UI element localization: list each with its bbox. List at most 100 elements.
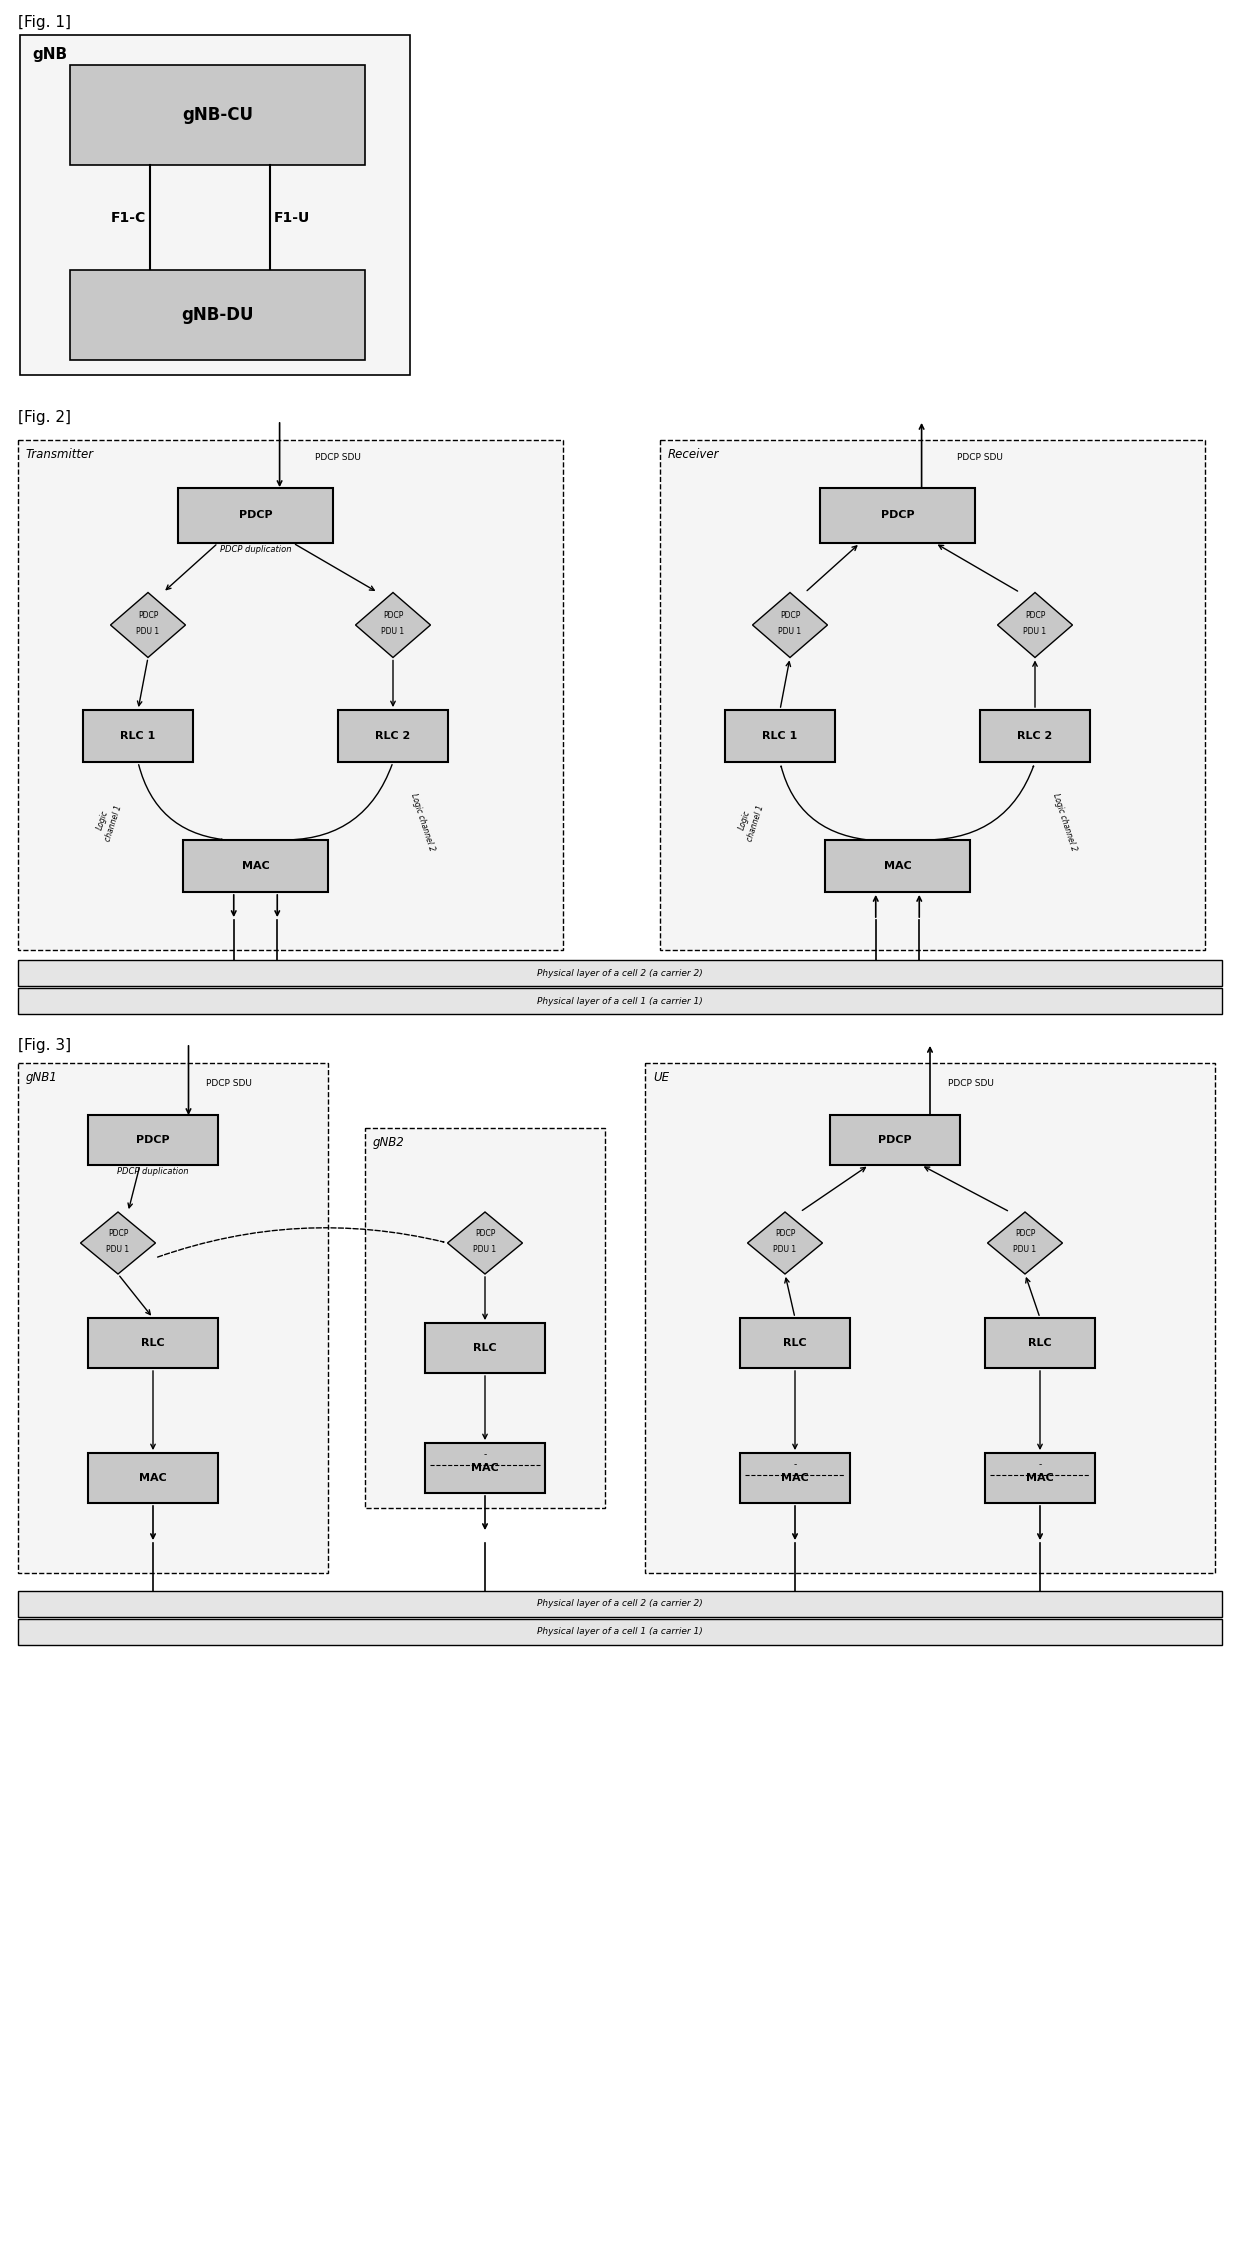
Bar (19, 1063, 329, 1573)
Text: RLC: RLC (474, 1343, 497, 1354)
FancyArrowPatch shape (929, 766, 1034, 840)
Text: gNB2: gNB2 (373, 1136, 404, 1149)
Text: -: - (484, 1451, 486, 1460)
Text: MAC: MAC (1027, 1473, 1054, 1482)
Text: PDCP: PDCP (138, 611, 159, 620)
Text: PDCP: PDCP (383, 611, 403, 620)
Polygon shape (997, 593, 1073, 658)
Polygon shape (110, 593, 186, 658)
Text: Logic
channel 1: Logic channel 1 (735, 802, 765, 843)
Bar (985, 1453, 1095, 1503)
Text: [Fig. 2]: [Fig. 2] (19, 410, 71, 426)
Text: Logic channel 2: Logic channel 2 (1052, 793, 1079, 852)
Bar (20, 36, 410, 374)
Text: PDCP SDU: PDCP SDU (207, 1079, 253, 1088)
Text: Logic channel 2: Logic channel 2 (409, 793, 436, 852)
Bar (740, 1318, 849, 1368)
Bar (425, 1323, 546, 1372)
Bar (19, 439, 563, 951)
Text: PDU 1: PDU 1 (382, 629, 404, 638)
Text: Physical layer of a cell 2 (a carrier 2): Physical layer of a cell 2 (a carrier 2) (537, 1600, 703, 1609)
Text: -: - (794, 1460, 796, 1469)
Text: [Fig. 1]: [Fig. 1] (19, 16, 71, 29)
Text: MAC: MAC (139, 1473, 167, 1482)
FancyArrowPatch shape (139, 764, 222, 840)
Text: PDCP SDU: PDCP SDU (315, 453, 361, 462)
Bar (645, 1063, 1215, 1573)
Text: gNB1: gNB1 (26, 1070, 58, 1084)
Polygon shape (753, 593, 827, 658)
FancyArrowPatch shape (781, 766, 866, 840)
Bar (184, 840, 329, 892)
Text: MAC: MAC (471, 1462, 498, 1473)
Text: RLC 1: RLC 1 (763, 730, 797, 741)
Text: F1-C: F1-C (110, 210, 145, 225)
Bar (19, 989, 1221, 1014)
Text: PDU 1: PDU 1 (107, 1246, 129, 1255)
Text: PDU 1: PDU 1 (474, 1246, 496, 1255)
Text: PDCP: PDCP (1014, 1230, 1035, 1239)
Text: RLC: RLC (784, 1338, 807, 1347)
Bar (820, 489, 975, 543)
Bar (985, 1318, 1095, 1368)
Bar (19, 1591, 1221, 1618)
Text: PDCP: PDCP (108, 1230, 128, 1239)
Text: gNB: gNB (32, 47, 67, 63)
Text: PDCP SDU: PDCP SDU (956, 453, 1002, 462)
Bar (830, 1115, 960, 1165)
Bar (339, 710, 448, 762)
Text: Transmitter: Transmitter (26, 448, 94, 462)
Bar (88, 1453, 218, 1503)
Bar (660, 439, 1205, 951)
Text: RLC: RLC (141, 1338, 165, 1347)
Text: PDCP: PDCP (475, 1230, 495, 1239)
FancyArrowPatch shape (157, 1228, 444, 1257)
Text: Physical layer of a cell 2 (a carrier 2): Physical layer of a cell 2 (a carrier 2) (537, 969, 703, 978)
Text: PDCP: PDCP (878, 1136, 911, 1145)
Polygon shape (356, 593, 430, 658)
Text: PDU 1: PDU 1 (774, 1246, 796, 1255)
Bar (69, 270, 365, 360)
Text: PDCP: PDCP (880, 511, 914, 520)
Bar (725, 710, 835, 762)
Polygon shape (81, 1212, 155, 1273)
Text: PDU 1: PDU 1 (1023, 629, 1047, 638)
Text: gNB-DU: gNB-DU (181, 306, 254, 324)
Text: Receiver: Receiver (668, 448, 719, 462)
Text: PDU 1: PDU 1 (1013, 1246, 1037, 1255)
Text: Physical layer of a cell 1 (a carrier 1): Physical layer of a cell 1 (a carrier 1) (537, 996, 703, 1005)
Text: UE: UE (653, 1070, 670, 1084)
Text: PDCP duplication: PDCP duplication (219, 545, 291, 554)
Text: PDCP duplication: PDCP duplication (118, 1167, 188, 1176)
Text: PDCP: PDCP (775, 1230, 795, 1239)
Text: RLC 2: RLC 2 (376, 730, 410, 741)
Text: PDCP: PDCP (1024, 611, 1045, 620)
Text: PDU 1: PDU 1 (779, 629, 801, 638)
Polygon shape (748, 1212, 822, 1273)
Text: Logic
channel 1: Logic channel 1 (93, 802, 123, 843)
Text: -: - (1038, 1460, 1042, 1469)
Text: [Fig. 3]: [Fig. 3] (19, 1039, 71, 1052)
Bar (740, 1453, 849, 1503)
Text: RLC: RLC (1028, 1338, 1052, 1347)
Text: MAC: MAC (242, 861, 269, 872)
Bar (980, 710, 1090, 762)
Text: Physical layer of a cell 1 (a carrier 1): Physical layer of a cell 1 (a carrier 1) (537, 1627, 703, 1636)
Bar (83, 710, 193, 762)
Bar (19, 1620, 1221, 1645)
Text: gNB-CU: gNB-CU (182, 106, 253, 124)
Text: PDCP SDU: PDCP SDU (949, 1079, 994, 1088)
Bar (425, 1442, 546, 1494)
Polygon shape (987, 1212, 1063, 1273)
Text: RLC 2: RLC 2 (1017, 730, 1053, 741)
Text: F1-U: F1-U (274, 210, 310, 225)
Text: PDCP: PDCP (136, 1136, 170, 1145)
Bar (19, 960, 1221, 987)
Text: PDU 1: PDU 1 (136, 629, 160, 638)
Text: PDCP: PDCP (238, 511, 273, 520)
Text: MAC: MAC (781, 1473, 808, 1482)
Text: PDCP: PDCP (780, 611, 800, 620)
Polygon shape (448, 1212, 522, 1273)
Bar (179, 489, 334, 543)
Text: RLC 1: RLC 1 (120, 730, 156, 741)
